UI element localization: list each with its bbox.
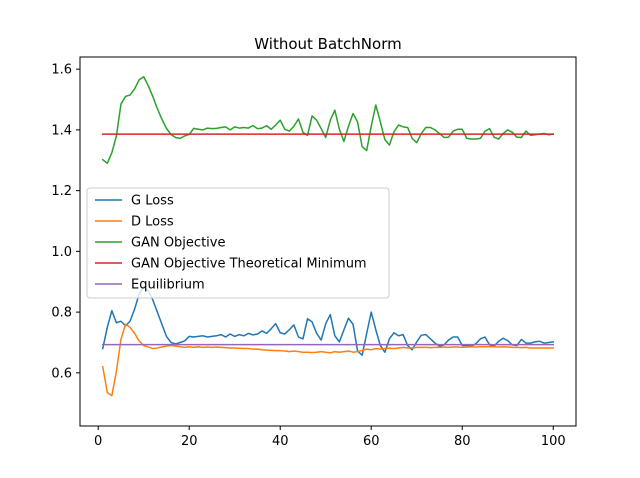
legend-entry: G Loss [131,194,174,209]
x-tick-label: 0 [94,434,102,449]
plot-frame [79,56,577,427]
legend-entry: GAN Objective Theoretical Minimum [131,257,367,272]
x-axis: 0 20 40 60 80 100 [94,426,566,449]
y-axis: 0.6 0.8 1.0 1.2 1.4 1.6 [51,63,80,381]
legend: G Loss D Loss GAN Objective GAN Objective T… [86,187,390,299]
y-tick-label: 1.2 [51,184,72,199]
x-tick-label: 80 [454,434,471,449]
x-tick-label: 100 [541,434,566,449]
chart-title: Without BatchNorm [254,35,401,53]
series-line-0 [101,285,555,356]
legend-box [86,187,390,299]
series-layer [101,75,555,397]
x-tick-label: 60 [363,434,380,449]
legend-entry: Equilibrium [131,278,205,293]
y-tick-label: 1.0 [51,245,72,260]
series-line-1 [101,323,554,397]
y-tick-label: 1.6 [51,63,72,78]
legend-entry: D Loss [131,215,174,230]
y-tick-label: 0.8 [51,306,72,321]
x-tick-label: 40 [272,434,289,449]
y-tick-label: 1.4 [51,123,72,138]
y-tick-label: 0.6 [51,366,72,381]
series-line-2 [101,75,555,165]
x-tick-label: 20 [181,434,198,449]
legend-entry: GAN Objective [131,236,225,251]
